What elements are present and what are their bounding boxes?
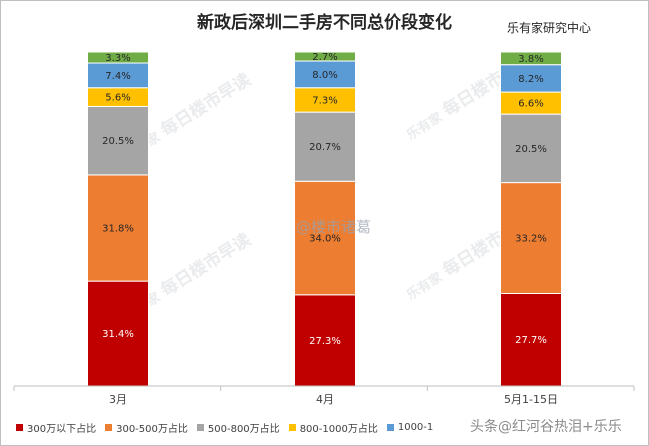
data-label: 20.5% [515,144,547,155]
data-label: 3.8% [518,54,543,65]
bar-segment [294,87,356,113]
legend-item: 300万以下占比 [16,420,96,435]
bar-segment [294,60,356,89]
legend-item: 1000-1 [386,420,434,435]
bar-segment [294,294,356,387]
legend-label: 800-1000万占比 [299,424,378,435]
bar-segment [500,113,562,184]
bar-segment [87,51,149,64]
legend-swatch [105,424,113,431]
data-label: 5.6% [105,93,130,104]
legend-item: 500-800万占比 [196,420,280,435]
bar-segment [87,174,149,282]
data-label: 3.3% [105,53,130,64]
bar-segment [500,182,562,294]
x-tick-label: 3月 [109,393,127,406]
axis-layer: 3月 4月 5月1-15日 [13,385,635,406]
legend: 300万以下占比 300-500万占比 500-800万占比 800-1000万占比 1… [16,420,433,435]
legend-item: 300-500万占比 [105,420,188,435]
legend-swatch [288,424,296,431]
data-label: 34.0% [309,234,341,245]
legend-label: 500-800万占比 [207,424,280,435]
x-tick-label: 4月 [316,393,334,406]
data-label: 20.7% [309,142,341,153]
bar-segment [500,292,562,387]
data-label: 27.3% [309,336,341,347]
data-label: 33.2% [515,234,547,245]
data-label: 7.4% [105,71,130,82]
data-label: 31.4% [102,329,134,340]
watermark-brand: 乐有家 [404,109,446,144]
bars-layer: 31.4% 31.8% 20.5% 5.6% 7.4% 3.3% 27.3% 34.0% 20.… [87,51,562,387]
data-label: 8.0% [312,70,337,81]
bar-segment [87,62,149,89]
legend-swatch [196,424,204,431]
source-label: 乐有家研究中心 [507,21,592,35]
bar-segment [294,51,356,62]
legend-swatch [386,424,394,431]
legend-label: 300万以下占比 [27,424,97,435]
data-label: 27.7% [515,335,547,346]
center-watermark: @楼市诸葛 [296,218,371,236]
legend-swatch [16,424,23,431]
data-label: 20.5% [102,136,134,147]
data-label: 7.3% [312,95,337,106]
bar-segment [294,111,356,182]
data-label: 8.2% [518,74,543,85]
data-label: 31.8% [102,224,134,235]
watermark-account: 每日楼市早读 [157,229,255,301]
legend-label: 300-500万占比 [116,424,188,435]
data-label: 2.7% [312,52,337,63]
legend-label: 1000-1 [397,422,434,433]
bar-segment [500,51,562,66]
data-label: 6.6% [518,99,543,110]
bar-segment [87,280,149,387]
watermark-account: 每日楼市早读 [157,69,255,141]
x-tick-label: 5月1-15日 [504,393,558,406]
legend-item: 800-1000万占比 [288,420,378,435]
chart-title: 新政后深圳二手房不同总价段变化 [197,13,452,33]
watermark-brand: 乐有家 [404,269,446,304]
bottom-watermark: 头条@红河谷热泪+乐乐 [470,419,622,435]
